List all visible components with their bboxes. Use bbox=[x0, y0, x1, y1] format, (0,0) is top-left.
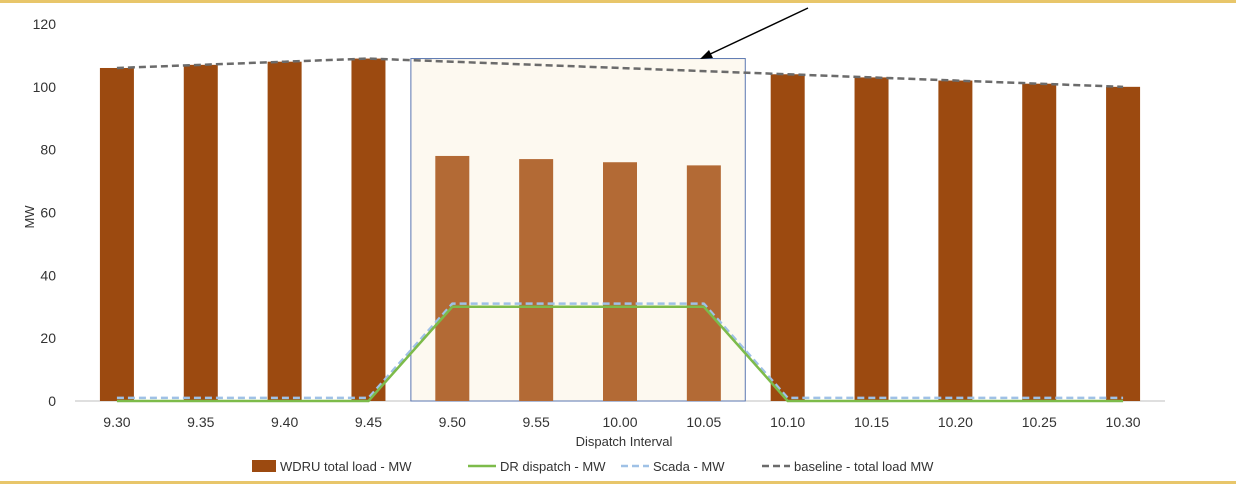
y-tick-label: 100 bbox=[33, 79, 57, 95]
x-tick-label: 10.15 bbox=[854, 414, 889, 430]
bar-wdru-total-load bbox=[686, 165, 721, 401]
bar-wdru-total-load bbox=[519, 159, 554, 401]
x-tick-label: 9.35 bbox=[187, 414, 214, 430]
x-axis-title: Dispatch Interval bbox=[576, 434, 673, 449]
x-tick-label: 9.50 bbox=[439, 414, 466, 430]
x-tick-label: 9.40 bbox=[271, 414, 298, 430]
bar-wdru-total-load bbox=[938, 80, 973, 402]
x-tick-label: 9.55 bbox=[523, 414, 550, 430]
legend-label: WDRU total load - MW bbox=[280, 459, 412, 474]
x-tick-label: 9.30 bbox=[103, 414, 130, 430]
bar-wdru-total-load bbox=[1022, 83, 1057, 402]
legend: WDRU total load - MW DR dispatch - MW Scad… bbox=[252, 459, 934, 474]
bar-wdru-total-load bbox=[854, 77, 889, 402]
x-tick-label: 10.25 bbox=[1022, 414, 1057, 430]
bar-wdru-total-load bbox=[267, 61, 302, 401]
bar-wdru-total-load bbox=[1106, 86, 1141, 401]
legend-label: baseline - total load MW bbox=[794, 459, 934, 474]
x-tick-label: 10.10 bbox=[770, 414, 805, 430]
y-tick-label: 60 bbox=[40, 205, 56, 221]
annotation-arrow-head bbox=[700, 50, 713, 59]
x-tick-labels: 9.30 9.35 9.40 9.45 9.50 9.55 10.00 10.05 10.10 1… bbox=[103, 414, 1141, 430]
x-tick-label: 10.20 bbox=[938, 414, 973, 430]
y-tick-label: 40 bbox=[40, 267, 56, 283]
line-dr-dispatch bbox=[116, 305, 1124, 403]
legend-label: Scada - MW bbox=[653, 459, 725, 474]
bars bbox=[99, 58, 1141, 402]
bar-wdru-total-load bbox=[770, 74, 805, 402]
y-tick-label: 20 bbox=[40, 330, 56, 346]
bar-wdru-total-load bbox=[435, 155, 470, 401]
x-tick-label: 10.00 bbox=[602, 414, 637, 430]
annotations bbox=[700, 7, 809, 59]
line-baseline-total-load bbox=[116, 57, 1124, 89]
legend-label: DR dispatch - MW bbox=[500, 459, 606, 474]
bar-wdru-total-load bbox=[603, 162, 637, 401]
y-tick-label: 80 bbox=[40, 142, 56, 158]
line-scada bbox=[116, 302, 1124, 400]
y-tick-label: 0 bbox=[48, 393, 56, 409]
legend-swatch-wdru-total-load bbox=[252, 460, 276, 472]
y-tick-labels: 0 20 40 60 80 100 120 bbox=[33, 16, 57, 409]
y-axis-title: MW bbox=[22, 205, 37, 229]
y-tick-label: 120 bbox=[33, 16, 57, 32]
bar-wdru-total-load bbox=[351, 58, 386, 401]
x-tick-label: 10.05 bbox=[686, 414, 721, 430]
x-tick-label: 9.45 bbox=[355, 414, 382, 430]
bar-wdru-total-load bbox=[99, 67, 134, 401]
bar-wdru-total-load bbox=[183, 64, 218, 401]
series-lines bbox=[116, 57, 1124, 403]
annotation-arrow-line bbox=[705, 7, 809, 57]
x-tick-label: 10.30 bbox=[1106, 414, 1141, 430]
